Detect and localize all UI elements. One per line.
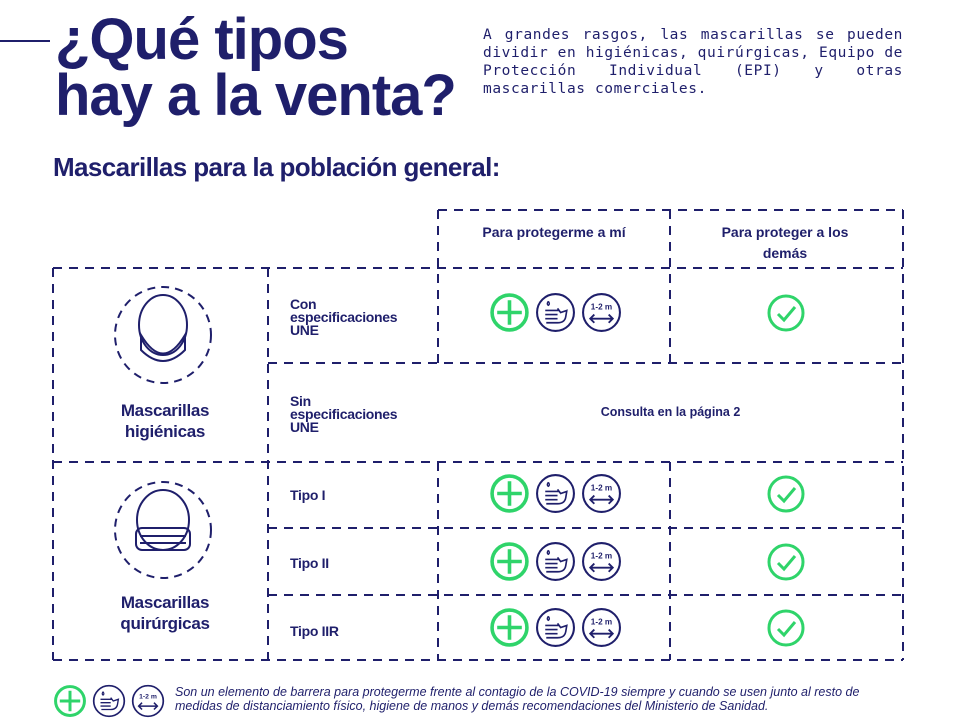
title-line-2: hay a la venta?: [55, 63, 457, 128]
protect-me-icons: 1-2 m: [489, 607, 622, 648]
page-title: ¿Qué tipos hay a la venta?: [55, 7, 457, 128]
section-subtitle: Mascarillas para la población general:: [53, 152, 500, 182]
svg-text:1-2 m: 1-2 m: [591, 617, 612, 626]
handwash-icon: [536, 608, 575, 647]
check-icon: [767, 475, 805, 513]
svg-text:1-2 m: 1-2 m: [139, 693, 157, 700]
handwash-icon: [536, 542, 575, 581]
distance-icon: 1-2 m: [582, 474, 621, 513]
distance-icon: 1-2 m: [582, 293, 621, 332]
footnote: Son un elemento de barrera para proteger…: [175, 685, 860, 713]
check-icon: [767, 609, 805, 647]
category-hygienic: Mascarillas higiénicas: [120, 401, 210, 441]
check-icon: [767, 294, 805, 332]
note-see-page-2: Consulta en la página 2: [600, 405, 741, 419]
row-label: Sin especificaciones UNE: [290, 393, 398, 435]
row-label: Tipo I: [290, 487, 326, 503]
protect-me-icons: 1-2 m: [489, 541, 622, 582]
row-label: Tipo IIR: [290, 623, 339, 639]
protect-others-check: [766, 608, 806, 648]
protect-me-icons: 1-2 m: [489, 292, 622, 333]
handwash-icon: [536, 293, 575, 332]
footnote-icons: 1-2 m: [53, 684, 165, 718]
title-line-1: ¿Qué tipos: [55, 7, 349, 72]
svg-text:1-2 m: 1-2 m: [591, 302, 612, 311]
handwash-icon: [92, 684, 126, 718]
intro-text: A grandes rasgos, las mascarillas se pue…: [483, 27, 903, 97]
plus-icon: [490, 608, 529, 647]
header-protect-me: Para protegerme a mí: [482, 224, 626, 240]
title-rule: [0, 40, 50, 42]
distance-icon: 1-2 m: [131, 684, 165, 718]
surgical-mask-face-icon: [114, 481, 212, 579]
plus-icon: [54, 685, 86, 717]
protect-others-check: [766, 474, 806, 514]
distance-icon: 1-2 m: [582, 608, 621, 647]
svg-text:1-2 m: 1-2 m: [591, 551, 612, 560]
hygienic-mask-face-icon: [114, 286, 212, 384]
header-protect-others: Para proteger a los demás: [721, 224, 849, 261]
handwash-icon: [536, 474, 575, 513]
category-surgical: Mascarillas quirúrgicas: [120, 593, 210, 633]
row-label: Tipo II: [290, 555, 329, 571]
row-label: Con especificaciones UNE: [290, 296, 398, 338]
protect-me-icons: 1-2 m: [489, 473, 622, 514]
svg-text:1-2 m: 1-2 m: [591, 483, 612, 492]
distance-icon: 1-2 m: [582, 542, 621, 581]
plus-icon: [490, 293, 529, 332]
plus-icon: [490, 542, 529, 581]
plus-icon: [490, 474, 529, 513]
protect-others-check: [766, 293, 806, 333]
check-icon: [767, 543, 805, 581]
protect-others-check: [766, 542, 806, 582]
